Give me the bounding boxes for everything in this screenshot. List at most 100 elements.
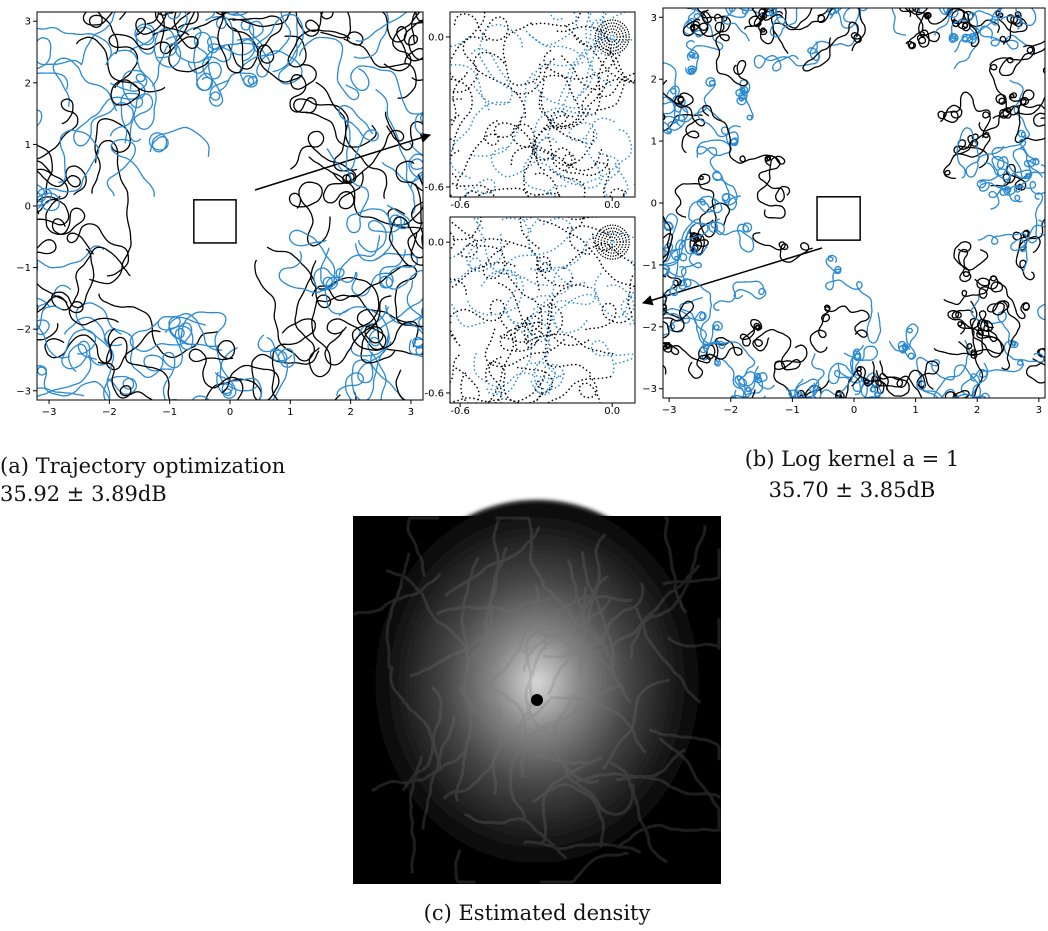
x-tick-label: 0.0 <box>604 406 620 417</box>
center-rings <box>600 230 624 254</box>
density-streak <box>531 782 605 848</box>
trajectory <box>809 8 868 61</box>
trajectory <box>450 138 452 140</box>
trajectory <box>37 276 71 359</box>
trajectory <box>516 366 575 403</box>
trajectory <box>988 169 1033 210</box>
trajectory <box>468 73 533 157</box>
density-streak <box>609 761 668 864</box>
trajectory <box>37 37 83 70</box>
trajectory <box>414 111 423 136</box>
trajectory <box>685 39 700 75</box>
trajectory <box>289 63 317 114</box>
trajectory <box>450 114 460 122</box>
trajectory <box>663 300 695 333</box>
trajectory <box>578 375 601 403</box>
trajectory <box>493 116 550 161</box>
trajectory <box>75 302 122 400</box>
trajectory <box>549 286 597 334</box>
trajectory <box>221 350 320 400</box>
trajectory <box>37 184 53 210</box>
trajectory <box>590 339 635 374</box>
trajectory <box>167 12 256 64</box>
trajectory <box>288 181 331 247</box>
trajectory <box>663 113 666 121</box>
y-tick-label: 3 <box>651 13 657 24</box>
trajectory <box>486 388 504 403</box>
trajectory <box>498 282 541 337</box>
density-streak <box>521 574 610 654</box>
x-tick-label: 3 <box>1036 405 1042 416</box>
trajectory <box>891 8 921 36</box>
trajectory <box>768 8 837 38</box>
trajectories <box>37 12 423 468</box>
trajectory <box>129 320 197 353</box>
trajectory <box>360 323 396 364</box>
density-streak <box>629 564 701 659</box>
trajectory <box>37 168 69 215</box>
trajectory <box>943 275 999 306</box>
density-cloud <box>367 500 707 880</box>
density-streak <box>586 533 607 647</box>
trajectory <box>254 259 316 362</box>
trajectory <box>597 72 635 98</box>
trajectory <box>450 354 460 384</box>
y-tick-label: 1 <box>651 137 657 148</box>
trajectory <box>162 316 207 400</box>
density-streak <box>483 718 592 767</box>
center-rings <box>594 224 630 260</box>
trajectory <box>152 12 210 73</box>
trajectory <box>290 425 371 468</box>
trajectory <box>103 375 138 400</box>
trajectory <box>151 28 182 87</box>
trajectory <box>711 171 742 211</box>
trajectory <box>37 72 69 90</box>
trajectory <box>193 31 230 107</box>
density-streak <box>540 756 603 845</box>
trajectory <box>633 183 635 186</box>
x-tick-label: 0.0 <box>604 200 620 211</box>
trajectory <box>663 113 703 132</box>
trajectory <box>490 136 558 178</box>
trajectory <box>828 344 864 396</box>
trajectory <box>953 8 1002 53</box>
density-streak <box>543 594 633 650</box>
x-tick-label: 2 <box>974 405 980 416</box>
density-streak <box>539 852 629 884</box>
trajectory <box>1012 138 1043 180</box>
trajectory <box>905 11 941 50</box>
center-rings <box>597 22 627 52</box>
center-rings <box>600 25 624 49</box>
density-streak <box>454 849 476 884</box>
trajectory <box>1000 8 1037 30</box>
density-streak <box>576 748 686 782</box>
trajectory <box>752 328 801 371</box>
center-rings <box>594 19 630 55</box>
center-rings <box>606 236 618 248</box>
trajectory <box>526 217 586 286</box>
trajectory <box>729 365 763 398</box>
trajectory <box>164 311 258 392</box>
trajectory <box>538 90 584 143</box>
trajectory <box>594 162 627 197</box>
trajectory <box>105 49 157 143</box>
trajectory <box>530 362 556 396</box>
density-streak <box>371 736 471 792</box>
density-streak <box>549 695 647 754</box>
density-streak <box>523 840 641 854</box>
trajectory <box>580 50 611 116</box>
trajectory <box>850 8 866 52</box>
axes-frame <box>449 216 636 404</box>
density-streak <box>385 569 471 652</box>
trajectory <box>455 367 481 403</box>
trajectory <box>828 8 843 15</box>
trajectory <box>383 12 423 72</box>
density-streak <box>401 686 443 792</box>
trajectory <box>453 13 509 41</box>
trajectory <box>522 111 561 197</box>
trajectory <box>37 295 119 341</box>
density-streak <box>663 516 688 614</box>
trajectory <box>978 44 1036 132</box>
trajectory <box>977 192 1044 245</box>
y-tick-label: −3 <box>642 384 657 395</box>
